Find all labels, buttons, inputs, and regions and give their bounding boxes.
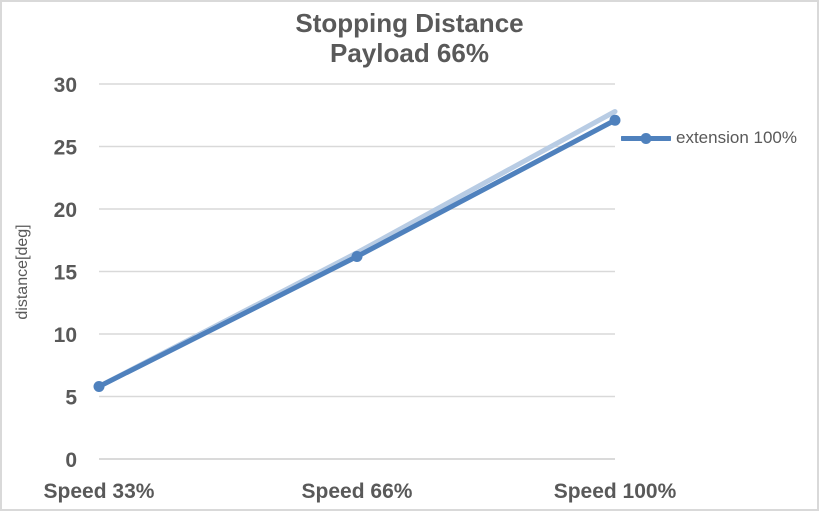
legend-line-marker-icon	[621, 132, 671, 144]
chart-title: Stopping Distance	[295, 8, 524, 38]
y-tick-label: 30	[54, 74, 77, 97]
y-axis-title: distance[deg]	[14, 224, 31, 320]
y-tick-label: 5	[65, 387, 77, 410]
y-tick-label: 0	[65, 449, 77, 472]
data-point-marker	[93, 381, 105, 392]
x-category-label: Speed 100%	[554, 480, 677, 503]
x-category-label: Speed 33%	[44, 480, 155, 503]
y-tick-label: 10	[54, 324, 77, 347]
data-point-marker	[609, 114, 621, 126]
title-block: Stopping Distance Payload 66%	[2, 8, 817, 68]
legend: extension 100%	[621, 128, 797, 148]
y-tick-label: 20	[54, 199, 77, 222]
data-point-marker	[351, 251, 363, 262]
y-tick-label: 25	[54, 137, 78, 160]
x-category-label: Speed 66%	[302, 480, 413, 503]
legend-label: extension 100%	[676, 128, 797, 147]
y-tick-label: 15	[54, 262, 78, 285]
chart-subtitle: Payload 66%	[330, 38, 489, 68]
